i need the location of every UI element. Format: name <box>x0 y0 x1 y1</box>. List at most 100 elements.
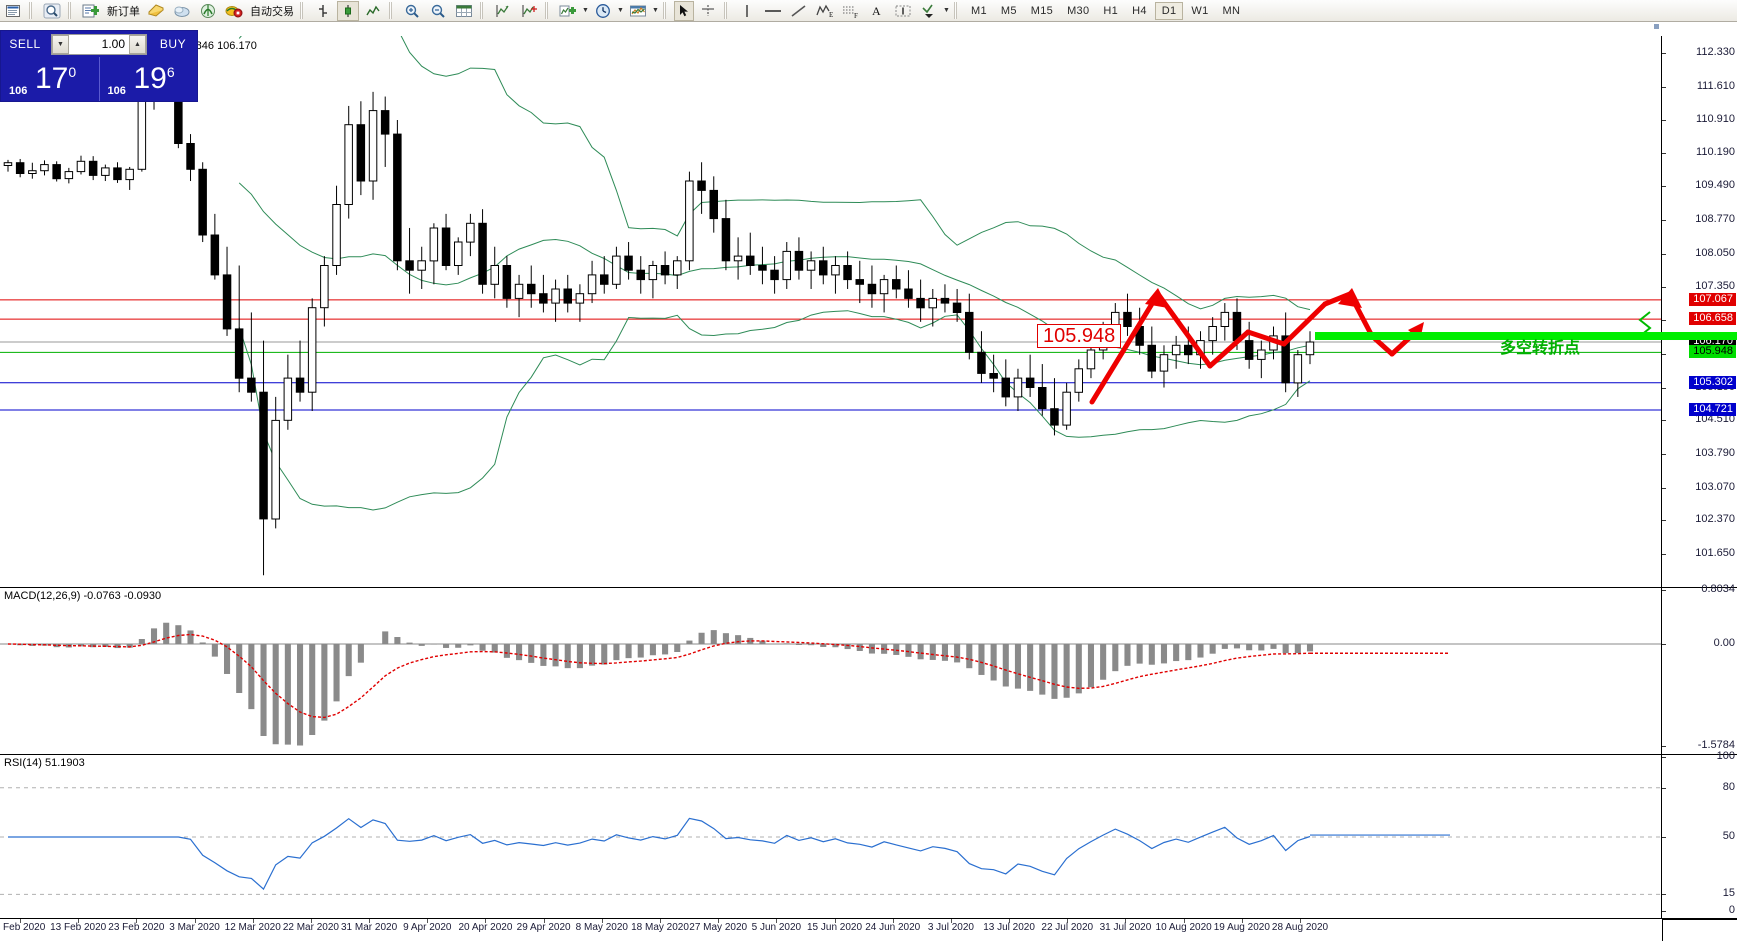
sell-button[interactable]: SELL <box>9 37 41 51</box>
chart-window[interactable]: USDJPY-,Daily 105.877 106.292 105.846 10… <box>0 22 1737 941</box>
volume-stepper[interactable]: ▼ 1.00 ▲ <box>51 33 147 55</box>
time-axis-tick <box>252 919 254 923</box>
price-level-tag[interactable]: 106.658 <box>1689 312 1736 326</box>
text-box-icon[interactable] <box>891 1 915 21</box>
navigator-icon[interactable] <box>196 1 220 21</box>
timeframe-m15[interactable]: M15 <box>1030 4 1054 17</box>
shapes-icon[interactable] <box>917 1 941 21</box>
timeframe-m1[interactable]: M1 <box>971 4 987 17</box>
buy-button[interactable]: BUY <box>159 37 187 51</box>
time-axis-label: 31 Mar 2020 <box>341 922 398 933</box>
macd-title: MACD(12,26,9) -0.0763 -0.0930 <box>4 590 162 602</box>
timeframe-m30[interactable]: M30 <box>1067 4 1090 17</box>
auto-scroll-icon[interactable] <box>517 1 541 21</box>
price-level-tag[interactable]: 105.948 <box>1689 345 1736 359</box>
rsi-title: RSI(14) 51.1903 <box>4 757 85 769</box>
scroll-handle[interactable] <box>1654 24 1659 29</box>
zoom-in-icon[interactable] <box>400 1 424 21</box>
volume-value[interactable]: 1.00 <box>101 37 125 51</box>
toolbar-separator <box>724 2 731 19</box>
chevron-down-icon[interactable]: ▼ <box>652 7 659 14</box>
time-axis-tick <box>776 919 778 923</box>
candlestick-chart-icon[interactable] <box>337 0 359 21</box>
time-axis-tick <box>834 919 836 923</box>
timeframe-w1[interactable]: W1 <box>1191 4 1209 17</box>
text-label-icon[interactable]: A <box>865 1 889 21</box>
chevron-down-icon[interactable]: ▼ <box>943 7 950 14</box>
volume-decrease-button[interactable]: ▼ <box>52 34 69 54</box>
timeframe-h1[interactable]: H1 <box>1103 4 1119 17</box>
price-axis-label: 112.330 <box>1696 45 1735 58</box>
time-axis-label: 12 Mar 2020 <box>224 922 281 933</box>
price-axis-label: 109.490 <box>1695 179 1735 192</box>
terminal-icon[interactable] <box>1 1 25 21</box>
trendline-icon[interactable] <box>787 1 811 21</box>
price-pane[interactable]: 112.330 111.610 110.910 110.190 109.490 108.7… <box>0 36 1737 587</box>
price-level-tag[interactable]: 105.302 <box>1689 375 1736 389</box>
time-axis-tick <box>1183 919 1185 923</box>
timeframe-h4[interactable]: H4 <box>1132 4 1147 17</box>
indicator-icon[interactable] <box>556 1 580 21</box>
one-click-controls-row[interactable]: SELL ▼ 1.00 ▲ BUY <box>1 31 197 57</box>
turning-point-annotation[interactable]: 多空转折点 <box>1500 338 1581 357</box>
data-window-icon[interactable] <box>170 1 194 21</box>
macd-pane[interactable]: MACD(12,26,9) -0.0763 -0.0930 0.8034 0.00… <box>0 584 1737 754</box>
rsi-pane[interactable]: RSI(14) 51.1903 100 80 50 15 0 <box>0 751 1737 919</box>
price-level-tag[interactable]: 107.067 <box>1689 292 1736 306</box>
timeframe-m5[interactable]: M5 <box>1000 4 1017 17</box>
new-order-label[interactable]: 新订单 <box>107 5 140 18</box>
price-axis-label: 110.190 <box>1696 146 1735 159</box>
templates-icon[interactable] <box>626 1 650 21</box>
price-level-tag[interactable]: 104.721 <box>1689 403 1736 416</box>
vertical-line-icon[interactable] <box>735 1 759 21</box>
rsi-plot-area[interactable] <box>0 755 1662 919</box>
elliott-wave-icon[interactable]: E <box>813 1 837 21</box>
horizontal-line-icon[interactable] <box>761 1 785 21</box>
cursor-icon[interactable] <box>674 0 694 21</box>
time-axis-label: 28 Aug 2020 <box>1271 922 1329 933</box>
macd-axis[interactable]: 0.8034 0.00 -1.5784 <box>1661 584 1737 754</box>
auto-trading-label[interactable]: 自动交易 <box>250 5 294 18</box>
bar-chart-icon[interactable] <box>311 1 335 21</box>
price-axis[interactable]: 112.330 111.610 110.910 110.190 109.490 108.7… <box>1661 36 1737 587</box>
fibonacci-icon[interactable]: F <box>839 1 863 21</box>
timeframe-d1[interactable]: D1 <box>1154 1 1184 20</box>
chart-shift-icon[interactable] <box>491 1 515 21</box>
one-click-trading-panel[interactable]: SELL ▼ 1.00 ▲ BUY 170 106 196 106 <box>0 30 198 102</box>
chevron-down-icon[interactable]: ▼ <box>617 7 624 14</box>
chevron-down-icon[interactable]: ▼ <box>582 7 589 14</box>
macd-plot-area[interactable] <box>0 588 1662 754</box>
price-axis-label: 110.910 <box>1696 112 1735 125</box>
autotrading-icon[interactable] <box>222 1 246 21</box>
time-axis-label: 23 Feb 2020 <box>108 922 165 933</box>
price-annotation-label[interactable]: 105.948 <box>1037 324 1122 348</box>
time-axis-tick <box>660 919 661 923</box>
time-axis-tick <box>718 919 720 923</box>
price-axis-label: 102.370 <box>1695 513 1735 526</box>
crosshair-tool-icon[interactable] <box>696 1 720 21</box>
rsi-axis[interactable]: 100 80 50 15 0 <box>1661 751 1737 919</box>
journal-icon[interactable] <box>144 1 168 21</box>
zoom-out-icon[interactable] <box>426 1 450 21</box>
support-zone-marker[interactable] <box>1315 332 1737 340</box>
price-axis-tick <box>1662 453 1666 455</box>
toolbar-separator <box>68 2 75 19</box>
period-icon[interactable] <box>591 1 615 21</box>
time-axis-label: 22 Jul 2020 <box>1041 922 1094 933</box>
time-axis-tick <box>543 919 545 923</box>
price-plot-area[interactable] <box>0 36 1662 587</box>
volume-increase-button[interactable]: ▲ <box>129 34 146 54</box>
magnifier-search-icon[interactable] <box>40 1 64 21</box>
main-toolbar[interactable]: 新订单 自动交易 ▼ ▼ <box>0 0 1737 22</box>
sell-price-block[interactable]: 170 106 <box>1 57 99 101</box>
new-order-button[interactable] <box>79 1 103 21</box>
price-axis-tick <box>1662 219 1666 221</box>
buy-price-block[interactable]: 196 106 <box>98 57 198 101</box>
timeframe-mn[interactable]: MN <box>1222 4 1241 17</box>
price-axis-tick <box>1662 487 1666 489</box>
grid-icon[interactable] <box>452 1 476 21</box>
line-chart-icon[interactable] <box>361 1 385 21</box>
price-axis-tick <box>1662 86 1666 88</box>
time-axis-label: 3 Mar 2020 <box>169 922 220 933</box>
